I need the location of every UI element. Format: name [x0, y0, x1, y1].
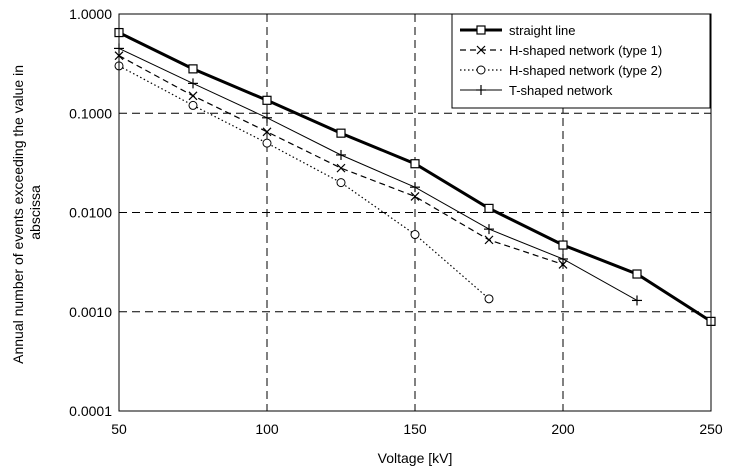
- y-axis-title-line-2: abscissa: [27, 185, 43, 240]
- x-axis-title: Voltage [kV]: [378, 450, 453, 466]
- y-axis-title: Annual number of events exceeding the va…: [10, 61, 43, 364]
- data-point-1: [336, 128, 346, 138]
- data-point-3: [188, 100, 198, 110]
- data-point-4: [188, 78, 198, 89]
- data-point-1: [484, 203, 494, 213]
- data-point-3: [336, 178, 346, 188]
- data-point-3: [410, 230, 420, 240]
- y-tick-label: 0.1000: [69, 105, 112, 121]
- data-point-2: [188, 91, 198, 101]
- x-tick-label: 50: [111, 421, 127, 437]
- series-line-3: [118, 65, 490, 300]
- legend-label-4: T-shaped network: [509, 83, 613, 98]
- data-point-4: [484, 224, 494, 235]
- data-point-4: [336, 149, 346, 160]
- y-tick-label: 0.0010: [69, 304, 112, 320]
- legend-label-1: straight line: [509, 23, 575, 38]
- data-point-2: [484, 235, 494, 245]
- data-point-1: [262, 95, 272, 105]
- legend-label-3: H-shaped network (type 2): [509, 63, 662, 78]
- data-point-4: [262, 112, 272, 123]
- x-tick-label: 150: [403, 421, 427, 437]
- tick-labels: 50 100 150 200 250 0.0001 0.0010 0.0100 0.1000 1.…: [69, 6, 723, 437]
- data-point-1: [188, 64, 198, 74]
- data-point-3: [262, 138, 272, 148]
- y-tick-label: 1.0000: [69, 6, 112, 22]
- data-point-1: [558, 240, 568, 250]
- plot-frame: [118, 13, 712, 412]
- data-point-1: [632, 269, 642, 279]
- legend-marker-3: [476, 65, 486, 75]
- data-point-2: [336, 163, 346, 173]
- data-point-2: [558, 259, 568, 269]
- legend-marker-2: [476, 45, 486, 55]
- legend-marker-1: [476, 25, 486, 35]
- series-line-4: [118, 47, 638, 301]
- data-point-1: [410, 159, 420, 169]
- data-point-4: [558, 254, 568, 265]
- legend: straight line H-shaped network (type 1) H-…: [451, 13, 711, 109]
- legend-label-2: H-shaped network (type 1): [509, 43, 662, 58]
- x-tick-label: 200: [551, 421, 575, 437]
- y-tick-label: 0.0001: [69, 403, 112, 419]
- data-point-4: [410, 182, 420, 193]
- x-tick-label: 250: [699, 421, 723, 437]
- x-tick-label: 100: [255, 421, 279, 437]
- y-tick-label: 0.0100: [69, 205, 112, 221]
- y-axis-title-line-1: Annual number of events exceeding the va…: [10, 65, 26, 364]
- data-point-2: [262, 127, 272, 137]
- data-point-2: [410, 192, 420, 201]
- data-point-4: [632, 295, 642, 306]
- data-point-3: [484, 294, 494, 304]
- legend-marker-4: [476, 85, 486, 95]
